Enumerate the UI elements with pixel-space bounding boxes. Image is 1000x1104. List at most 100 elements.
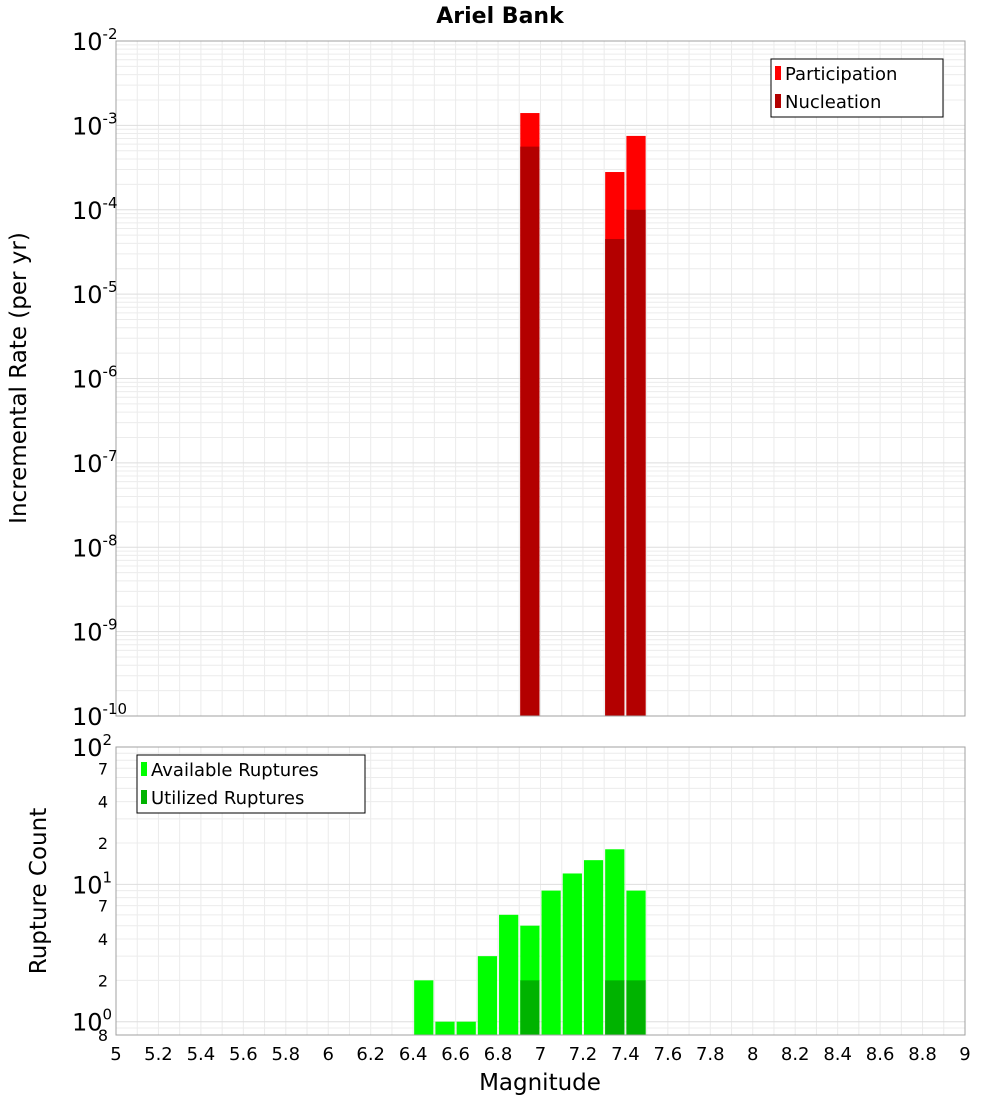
x-tick-label: 8 xyxy=(747,1044,758,1065)
bottom-legend-box xyxy=(136,754,366,814)
x-tick-label: 5.4 xyxy=(187,1044,216,1065)
y-minor-tick-label: 2 xyxy=(98,971,108,990)
y-minor-tick-label: 8 xyxy=(98,1026,108,1045)
y-tick-exponent: -8 xyxy=(103,531,118,549)
x-axis-label: Magnitude xyxy=(479,1070,601,1096)
x-tick-label: 8.8 xyxy=(908,1044,937,1065)
y-tick-exponent: -7 xyxy=(103,447,118,465)
legend-label-utilized-ruptures: Utilized Ruptures xyxy=(151,788,304,809)
y-tick-label: 100 xyxy=(72,1006,112,1037)
y-minor-tick-label: 7 xyxy=(98,759,108,778)
y-tick-base: 10 xyxy=(72,734,103,762)
y-minor-tick-label: 4 xyxy=(98,930,108,949)
y-tick-base: 10 xyxy=(72,366,103,394)
x-tick-label: 7.6 xyxy=(654,1044,683,1065)
y-tick-label: 10-10 xyxy=(72,700,127,731)
y-tick-exponent: 0 xyxy=(103,1006,113,1024)
x-tick-label: 6.2 xyxy=(356,1044,385,1065)
y-minor-tick-label: 7 xyxy=(98,897,108,916)
bar-utilized-ruptures xyxy=(605,980,625,1035)
legend-label-nucleation: Nucleation xyxy=(785,92,881,113)
y-minor-tick-label: 2 xyxy=(98,834,108,853)
x-tick-label: 7 xyxy=(535,1044,546,1065)
y-tick-exponent: -2 xyxy=(103,25,118,43)
y-tick-base: 10 xyxy=(72,28,103,56)
x-tick-label: 6 xyxy=(323,1044,334,1065)
x-ticks: 5 5.2 5.4 5.6 5.8 6 6.2 6.4 6.6 6.8 7 7.2 7.4 7.6 7.8 8… xyxy=(110,1044,970,1065)
y-tick-exponent: 2 xyxy=(103,731,113,749)
top-bars xyxy=(520,113,646,717)
y-tick-label: 10-6 xyxy=(72,363,118,394)
bottom-bars xyxy=(414,849,646,1035)
legend-swatch-participation xyxy=(775,66,781,80)
y-tick-exponent: 1 xyxy=(103,868,113,886)
x-tick-label: 5.2 xyxy=(144,1044,173,1065)
x-tick-label: 5.8 xyxy=(271,1044,300,1065)
x-tick-label: 8.2 xyxy=(781,1044,810,1065)
y-tick-base: 10 xyxy=(72,112,103,140)
x-tick-label: 7.8 xyxy=(696,1044,725,1065)
x-tick-label: 8.4 xyxy=(823,1044,852,1065)
top-legend-box xyxy=(770,58,944,118)
bar-available-ruptures xyxy=(541,890,561,1035)
y-tick-label: 10-7 xyxy=(72,447,118,478)
bar-available-ruptures xyxy=(414,980,434,1035)
bar-available-ruptures xyxy=(456,1021,476,1035)
bar-available-ruptures xyxy=(435,1021,455,1035)
y-tick-label: 10-4 xyxy=(72,194,118,225)
top-gridlines xyxy=(115,40,966,717)
legend-swatch-utilized-ruptures xyxy=(141,790,147,804)
y-tick-label: 102 xyxy=(72,731,112,762)
bar-utilized-ruptures xyxy=(626,980,646,1035)
y-tick-label: 101 xyxy=(72,868,112,899)
y-tick-exponent: -4 xyxy=(103,194,118,212)
y-tick-exponent: -10 xyxy=(103,700,128,718)
bar-utilized-ruptures xyxy=(520,980,540,1035)
bottom-plot-border xyxy=(115,746,966,1036)
x-tick-label: 8.6 xyxy=(866,1044,895,1065)
y-tick-label: 10-8 xyxy=(72,531,118,562)
y-tick-base: 10 xyxy=(72,534,103,562)
y-tick-label: 10-3 xyxy=(72,109,118,140)
x-tick-label: 5.6 xyxy=(229,1044,258,1065)
y-tick-base: 10 xyxy=(72,281,103,309)
legend-label-participation: Participation xyxy=(785,64,897,85)
top-panel: 10-1010-910-810-710-610-510-410-310-2Par… xyxy=(72,25,966,731)
top-y-axis-label: Incremental Rate (per yr) xyxy=(6,232,32,524)
top-legend: Participation Nucleation xyxy=(770,58,944,118)
y-tick-label: 10-2 xyxy=(72,25,118,56)
y-tick-label: 10-5 xyxy=(72,278,118,309)
bar-available-ruptures xyxy=(583,860,604,1035)
top-plot-border xyxy=(115,40,966,717)
chart-title: Ariel Bank xyxy=(436,4,565,29)
y-tick-label: 10-9 xyxy=(72,616,118,647)
y-tick-exponent: -3 xyxy=(103,109,118,127)
bottom-y-axis-label: Rupture Count xyxy=(26,808,52,974)
y-tick-exponent: -5 xyxy=(103,278,118,296)
x-tick-label: 5 xyxy=(110,1044,121,1065)
y-tick-base: 10 xyxy=(72,703,103,731)
x-tick-label: 9 xyxy=(959,1044,970,1065)
bar-nucleation xyxy=(605,239,625,716)
bar-available-ruptures xyxy=(499,914,519,1035)
y-tick-exponent: -9 xyxy=(103,616,118,634)
y-tick-base: 10 xyxy=(72,1009,103,1037)
y-tick-base: 10 xyxy=(72,619,103,647)
y-tick-base: 10 xyxy=(72,197,103,225)
x-tick-label: 6.4 xyxy=(399,1044,428,1065)
bar-available-ruptures xyxy=(477,956,498,1035)
legend-swatch-available-ruptures xyxy=(141,762,147,776)
y-tick-base: 10 xyxy=(72,871,103,899)
y-minor-tick-label: 4 xyxy=(98,793,108,812)
legend-swatch-nucleation xyxy=(775,94,781,108)
bar-nucleation xyxy=(520,146,540,716)
x-tick-label: 7.2 xyxy=(569,1044,598,1065)
y-tick-exponent: -6 xyxy=(103,363,118,381)
bar-nucleation xyxy=(626,209,646,716)
bar-available-ruptures xyxy=(562,873,582,1035)
